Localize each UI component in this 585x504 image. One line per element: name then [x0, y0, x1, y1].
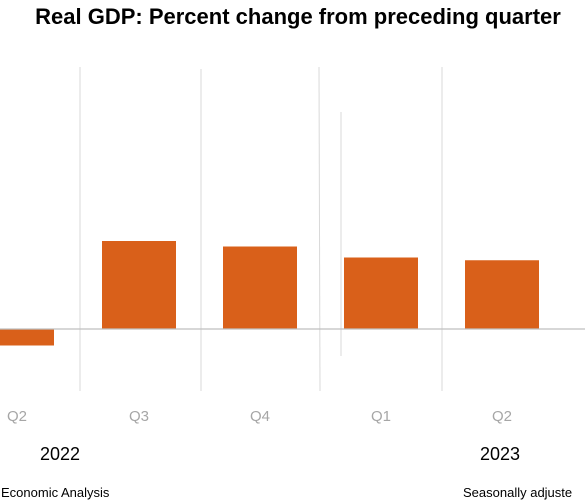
tick-label-q2-4: Q2	[492, 408, 512, 425]
tick-label-q1-3: Q1	[371, 408, 391, 425]
year-label-2022: 2022	[40, 444, 80, 464]
year-label-2023: 2023	[480, 444, 520, 464]
bar-q2-4	[465, 260, 539, 329]
source-note: Economic Analysis	[1, 485, 110, 500]
bar-q4-2	[223, 246, 297, 329]
gridlines	[79, 66, 443, 392]
bars	[0, 241, 539, 346]
tick-label-q3-1: Q3	[129, 408, 149, 425]
gridline	[318, 66, 321, 392]
bar-q1-3	[344, 257, 418, 329]
adjustment-note: Seasonally adjuste	[463, 485, 572, 500]
bar-q2-0	[0, 329, 54, 346]
tick-label-q2-0: Q2	[7, 408, 27, 425]
chart-title: Real GDP: Percent change from preceding …	[35, 4, 561, 29]
bar-q3-1	[102, 241, 176, 329]
tick-label-q4-2: Q4	[250, 408, 270, 425]
x-tick-labels: Q2 Q3 Q4 Q1 Q2	[7, 408, 512, 425]
